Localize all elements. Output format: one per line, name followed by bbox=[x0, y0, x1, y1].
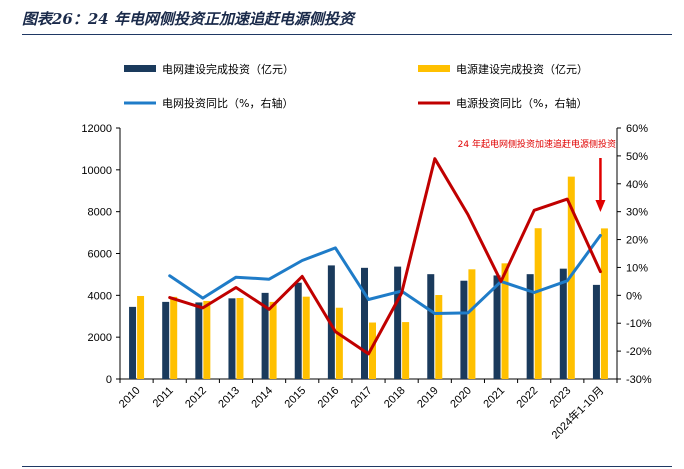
y-tick-label-right: 0% bbox=[626, 290, 642, 302]
bar-power-investment bbox=[369, 322, 376, 379]
y-tick-label-right: -20% bbox=[626, 346, 652, 358]
bar-grid-investment bbox=[559, 268, 567, 379]
line-power-yoy bbox=[168, 157, 602, 356]
bar-power-investment bbox=[600, 228, 608, 379]
y-tick-label-left: 4000 bbox=[88, 290, 112, 302]
x-tick-label: 2023 bbox=[548, 385, 574, 411]
bar-power-investment bbox=[468, 269, 476, 379]
bar-grid-investment bbox=[294, 282, 302, 379]
bar-grid-investment bbox=[361, 267, 368, 379]
x-tick-label: 2016 bbox=[316, 385, 342, 411]
line-grid-yoy bbox=[168, 233, 602, 315]
y-tick-label-left: 2000 bbox=[88, 332, 112, 344]
y-tick-label-right: 50% bbox=[626, 151, 648, 163]
y-tick-label-left: 8000 bbox=[88, 207, 112, 219]
annotation-arrow bbox=[595, 158, 606, 212]
bar-grid-investment bbox=[592, 284, 600, 379]
bar-grid-investment bbox=[460, 280, 468, 379]
x-tick-labels: 2010 2011 2012 2013 2014 2015 2016 2017 2018 2019… bbox=[117, 383, 607, 441]
y-tick-label-left: 6000 bbox=[88, 249, 112, 261]
bar-grid-investment bbox=[162, 301, 170, 379]
legend-label-power-bar: 电源建设完成投资（亿元） bbox=[456, 62, 588, 76]
legend-label-grid-bar: 电网建设完成投资（亿元） bbox=[162, 62, 294, 76]
bar-grid-investment bbox=[261, 292, 269, 379]
bar-grid-investment bbox=[394, 266, 402, 379]
y-tick-label-right: 10% bbox=[626, 262, 648, 274]
bar-grid-investment bbox=[526, 274, 534, 379]
arrow-head bbox=[595, 200, 606, 212]
y-tick-label-right: -30% bbox=[626, 374, 652, 386]
bar-grid-investment bbox=[493, 275, 501, 379]
y-tick-label-left: 10000 bbox=[81, 165, 112, 177]
x-tick-label: 2021 bbox=[481, 385, 507, 411]
x-tick-label: 2010 bbox=[117, 385, 143, 411]
y-tick-label-right: 60% bbox=[626, 123, 648, 135]
bar-power-investment bbox=[137, 295, 145, 379]
x-tick-label: 2022 bbox=[514, 385, 540, 411]
x-tick-label: 2015 bbox=[283, 385, 309, 411]
y-tick-label-left: 0 bbox=[106, 374, 112, 386]
legend-label-power-line: 电源投资同比（%，右轴） bbox=[456, 96, 587, 110]
bar-power-investment bbox=[534, 228, 542, 379]
bars bbox=[129, 176, 608, 379]
bar-power-investment bbox=[501, 263, 509, 379]
bar-power-investment bbox=[302, 296, 310, 379]
y-tick-label-right: 40% bbox=[626, 179, 648, 191]
bar-grid-investment bbox=[228, 298, 236, 379]
chart-title: 图表26：24 年电网侧投资正加速追赶电源侧投资 bbox=[22, 10, 354, 28]
footer-divider bbox=[22, 466, 672, 467]
legend-swatch-power-bar bbox=[418, 65, 450, 72]
bar-grid-investment bbox=[427, 274, 435, 379]
legend-label-grid-line: 电网投资同比（%，右轴） bbox=[162, 96, 293, 110]
y-tick-label-right: 30% bbox=[626, 207, 648, 219]
bar-power-investment bbox=[170, 296, 178, 379]
y-tick-label-right: 20% bbox=[626, 235, 648, 247]
axes: 0 2000 4000 6000 8000 10000 12000 -30% -20% -10% 0… bbox=[81, 123, 651, 386]
legend-swatch-grid-bar bbox=[124, 65, 156, 72]
x-tick-label: 2014 bbox=[249, 385, 275, 411]
bar-power-investment bbox=[203, 300, 211, 379]
bar-grid-investment bbox=[129, 306, 137, 379]
bar-power-investment bbox=[236, 298, 244, 379]
x-tick-label: 2018 bbox=[382, 385, 408, 411]
bar-power-investment bbox=[269, 301, 277, 379]
x-tick-label: 2017 bbox=[349, 385, 375, 411]
title-divider bbox=[22, 34, 672, 35]
bar-grid-investment bbox=[195, 302, 203, 379]
bar-power-investment bbox=[435, 295, 443, 379]
bar-power-investment bbox=[402, 322, 410, 379]
x-tick-label: 2012 bbox=[183, 385, 209, 411]
annotation-text: 24 年起电网侧投资加速追赶电源侧投资 bbox=[458, 138, 616, 150]
x-tick-label: 2020 bbox=[448, 385, 474, 411]
y-tick-label-right: -10% bbox=[626, 318, 652, 330]
x-tick-label: 2019 bbox=[415, 385, 441, 411]
y-tick-label-left: 12000 bbox=[81, 123, 112, 135]
lines bbox=[168, 157, 602, 356]
bar-power-investment bbox=[335, 307, 343, 379]
x-tick-label: 2011 bbox=[151, 385, 176, 410]
legend: 电网建设完成投资（亿元） 电源建设完成投资（亿元） 电网投资同比（%，右轴） 电… bbox=[124, 62, 588, 110]
x-tick-label: 2013 bbox=[216, 385, 242, 411]
